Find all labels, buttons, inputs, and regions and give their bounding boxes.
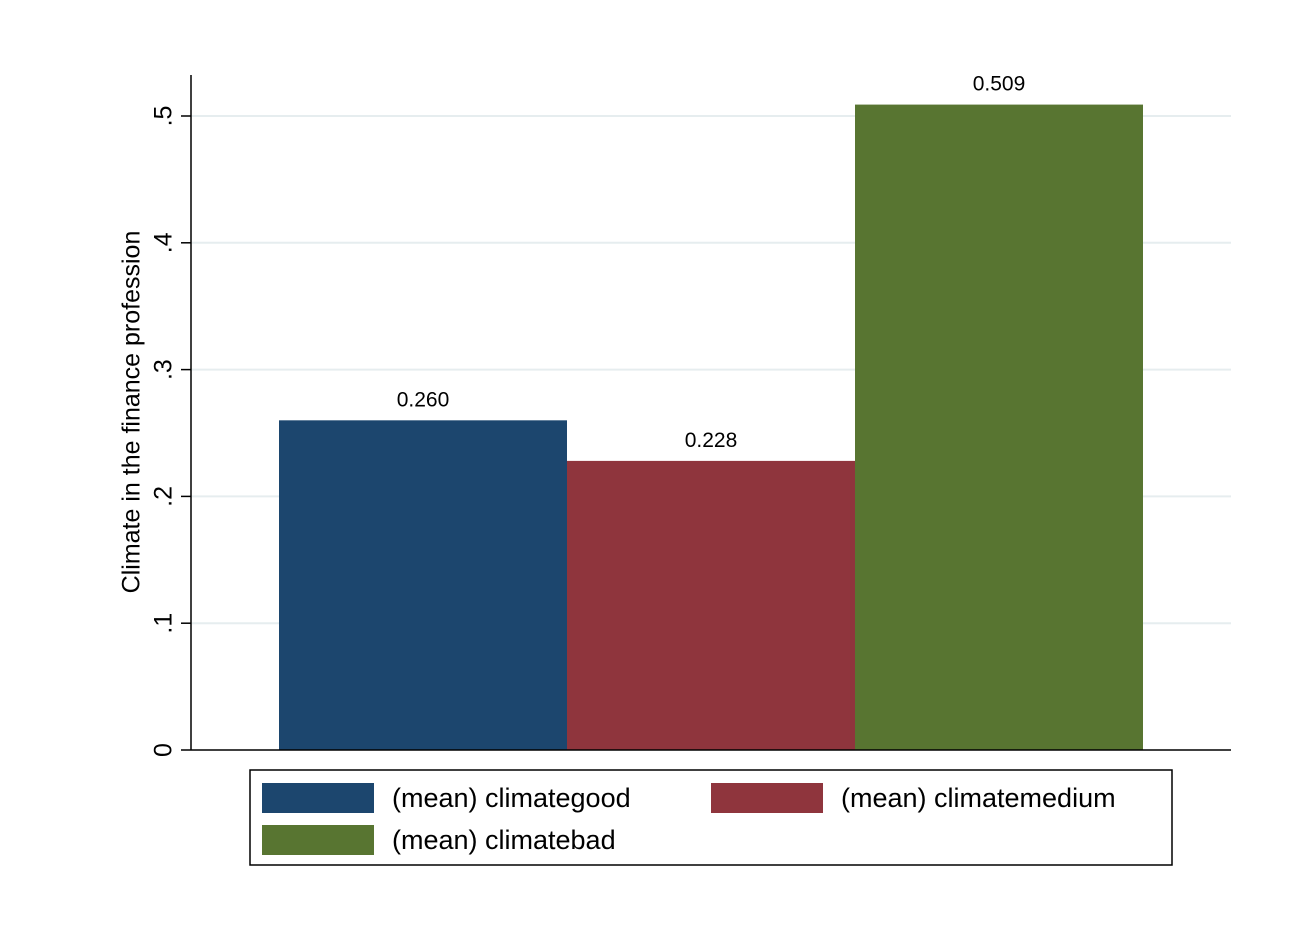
- bar: [855, 104, 1143, 750]
- legend-swatch: [711, 783, 823, 813]
- y-ticks: 0 .1 .2 .3 .4 .5: [150, 106, 191, 757]
- bar-value-label: 0.509: [973, 73, 1026, 96]
- legend-swatch: [262, 783, 374, 813]
- y-tick-label: 0: [150, 743, 178, 757]
- y-axis-label: Climate in the finance profession: [118, 231, 146, 594]
- bar-value-label: 0.260: [397, 388, 450, 411]
- bar: [279, 420, 567, 750]
- y-tick-label: .2: [150, 486, 178, 507]
- y-tick-label: .5: [150, 106, 178, 127]
- bar-value-label: 0.228: [685, 429, 738, 452]
- y-tick-label: .4: [150, 232, 178, 253]
- legend-swatch: [262, 825, 374, 855]
- bars: [279, 104, 1143, 750]
- legend: (mean) climategood (mean) climatemedium (m…: [249, 769, 1173, 866]
- legend-entry-label: (mean) climategood: [392, 783, 631, 813]
- axes: [190, 75, 1231, 751]
- bar: [567, 460, 855, 750]
- y-tick-label: .1: [150, 613, 178, 634]
- y-tick-label: .3: [150, 359, 178, 380]
- data-labels: 0.260 0.228 0.509: [397, 73, 1026, 452]
- legend-entry-label: (mean) climatebad: [392, 825, 616, 855]
- legend-entry-label: (mean) climatemedium: [841, 783, 1116, 813]
